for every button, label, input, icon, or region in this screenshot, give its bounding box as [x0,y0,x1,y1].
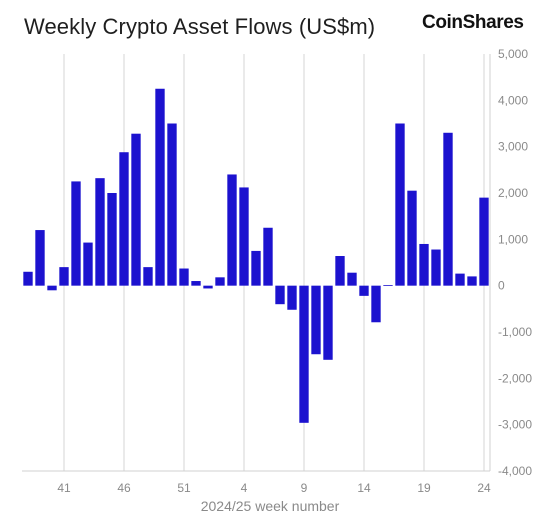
x-tick-label: 14 [357,481,371,495]
bar-week-43 [83,242,93,286]
bar-week-4 [239,187,249,286]
x-tick-label: 41 [57,481,71,495]
bar-week-44 [95,178,105,286]
bar-week-39 [35,230,45,286]
bar-week-22 [455,273,465,286]
x-axis-label: 2024/25 week number [201,498,340,514]
chart-title: Weekly Crypto Asset Flows (US$m) [24,14,376,39]
bar-week-7 [275,285,285,305]
bar-week-50 [167,123,177,286]
y-tick-label: 0 [498,279,505,293]
bar-week-13 [347,272,357,286]
x-tick-label: 4 [241,481,248,495]
y-tick-label: 4,000 [498,93,528,107]
bar-week-9 [299,285,309,423]
bar-week-52 [191,281,201,286]
bar-week-2 [215,277,225,286]
bar-week-24 [479,197,489,286]
bar-week-6 [263,227,273,286]
x-tick-label: 19 [417,481,431,495]
bar-week-45 [107,193,117,286]
bar-week-42 [71,181,81,286]
y-tick-label: -4,000 [498,464,532,478]
y-tick-label: -3,000 [498,418,532,432]
x-tick-label: 46 [117,481,131,495]
y-tick-label: 1,000 [498,232,528,246]
x-tick-label: 51 [177,481,191,495]
bar-week-8 [287,285,297,310]
bar-week-49 [155,88,165,286]
bar-week-14 [359,285,369,296]
y-tick-label: 5,000 [498,47,528,61]
y-tick-labels: 5,000 4,000 3,000 2,000 1,000 0 -1,000 -2,000 -3… [498,47,532,478]
bar-week-15 [371,285,381,323]
x-tick-label: 9 [301,481,308,495]
bar-week-19 [419,243,429,286]
bar-week-10 [311,285,321,355]
bar-week-47 [131,133,141,286]
bar-week-16 [383,285,393,287]
brand-logo: CoinShares [422,12,524,33]
x-tick-labels: 41 46 51 4 9 14 19 24 [57,481,491,495]
bar-week-11 [323,285,333,360]
bar-week-48 [143,267,153,286]
bar-week-1 [203,285,213,289]
y-tick-label: 2,000 [498,186,528,200]
bar-week-41 [59,267,69,286]
bar-week-40 [47,285,57,291]
bar-week-38 [23,271,33,286]
y-tick-label: 3,000 [498,140,528,154]
bar-week-5 [251,250,261,286]
bar-week-18 [407,190,417,286]
y-tick-label: -1,000 [498,325,532,339]
bar-week-23 [467,276,477,286]
bar-week-20 [431,249,441,286]
y-tick-label: -2,000 [498,371,532,385]
bar-week-3 [227,174,237,286]
x-tick-label: 24 [477,481,491,495]
bar-series [23,88,489,423]
bar-week-46 [119,152,129,286]
bar-week-21 [443,132,453,286]
bar-week-12 [335,256,345,286]
bar-week-17 [395,123,405,286]
bar-week-51 [179,268,189,286]
